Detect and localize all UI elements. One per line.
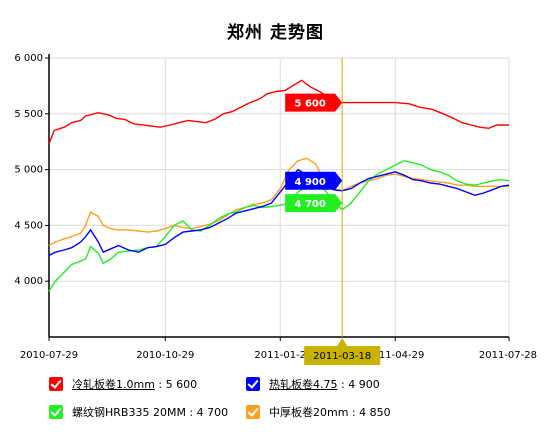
y-tick-label: 5 500	[14, 109, 43, 120]
value-flag-label: 4 700	[295, 199, 326, 210]
legend-value: 5 600	[165, 377, 198, 391]
series-line	[48, 168, 510, 257]
x-tick-label: 2011-07-28	[479, 350, 537, 361]
x-tick-label: 2010-10-29	[136, 350, 194, 361]
legend-separator: :	[337, 377, 349, 391]
y-tick-label: 4 500	[14, 220, 43, 231]
date-flag	[304, 338, 381, 365]
checkbox-icon[interactable]	[246, 405, 260, 419]
x-tick-label: 2010-07-29	[20, 350, 78, 361]
date-flag-label: 2011-03-18	[313, 351, 371, 362]
chart-title: 郑州 走势图	[227, 23, 324, 43]
x-tick-label: 2011-04-29	[366, 350, 424, 361]
value-flag	[285, 194, 343, 213]
legend-value: 4 900	[348, 377, 380, 391]
legend-item-cold-rolled[interactable]: 冷轧板卷1.0mm : 5 600	[49, 376, 197, 392]
legend-item-rebar[interactable]: 螺纹钢HRB335 20MM : 4 700	[49, 404, 228, 420]
y-tick-label: 6 000	[14, 53, 43, 64]
legend-name[interactable]: 中厚板卷20mm	[269, 406, 349, 419]
value-flag	[285, 171, 343, 190]
legend-name[interactable]: 热轧板卷4.75	[269, 378, 338, 391]
series-line	[48, 159, 510, 292]
value-flag	[285, 93, 343, 112]
value-flag-label: 4 900	[295, 177, 326, 188]
checkbox-icon[interactable]	[49, 377, 63, 391]
legend-name[interactable]: 冷轧板卷1.0mm	[72, 378, 155, 391]
legend-separator: :	[348, 405, 360, 419]
legend-value: 4 700	[196, 405, 229, 419]
x-tick-label: 2011-01-2	[254, 350, 306, 361]
legend-value: 4 850	[359, 405, 391, 419]
series-line	[48, 79, 509, 145]
series-line	[48, 157, 509, 247]
legend-item-plate[interactable]: 中厚板卷20mm : 4 850	[246, 404, 391, 420]
legend-separator: :	[154, 377, 166, 391]
legend-name[interactable]: 螺纹钢HRB335 20MM	[72, 406, 186, 419]
y-tick-label: 4 000	[14, 276, 43, 287]
y-tick-label: 5 000	[14, 165, 43, 176]
checkbox-icon[interactable]	[246, 377, 260, 391]
value-flag-label: 5 600	[295, 99, 326, 110]
legend-item-hot-rolled[interactable]: 热轧板卷4.75 : 4 900	[246, 376, 380, 392]
legend-separator: :	[185, 405, 197, 419]
checkbox-icon[interactable]	[49, 405, 63, 419]
